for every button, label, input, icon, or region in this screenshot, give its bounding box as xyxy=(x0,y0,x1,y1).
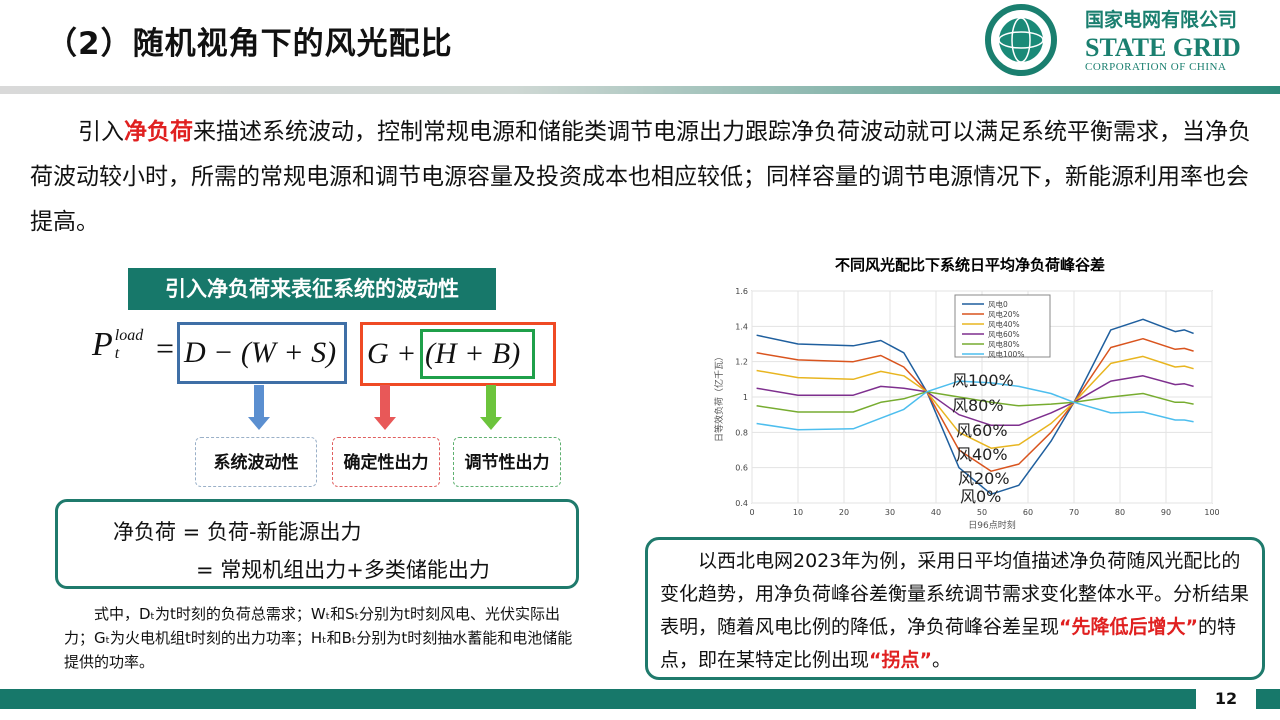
series-annotation: 风40% xyxy=(956,445,1008,464)
chart-title: 不同风光配比下系统日平均净负荷峰谷差 xyxy=(835,256,1105,274)
x-tick-label: 30 xyxy=(885,508,895,517)
legend-label: 风电20% xyxy=(988,309,1020,319)
x-tick-label: 20 xyxy=(839,508,849,517)
section-banner: 引入净负荷来表征系统的波动性 xyxy=(128,268,496,310)
footer-band xyxy=(0,689,1280,709)
intro-text-rest: 来描述系统波动，控制常规电源和储能类调节电源出力跟踪净负荷波动就可以满足系统平衡… xyxy=(30,119,1251,235)
conclusion-box: 以西北电网2023年为例，采用日平均值描述净负荷随风光配比的变化趋势，用净负荷峰… xyxy=(645,537,1265,680)
series-line-1 xyxy=(756,337,1194,472)
x-tick-label: 90 xyxy=(1161,508,1171,517)
formula-g: G xyxy=(367,337,389,370)
legend-label: 风电100% xyxy=(988,349,1024,359)
y-tick-label: 0.6 xyxy=(735,464,748,473)
conclusion-highlight-2: “拐点” xyxy=(869,649,932,671)
formula-sup: load xyxy=(114,327,144,344)
series-annotation: 风100% xyxy=(952,371,1014,390)
net-load-line-1: 净负荷 = 负荷-新能源出力 xyxy=(113,520,362,544)
x-axis-label: 日96点时刻 xyxy=(968,519,1015,531)
arrows xyxy=(248,385,502,430)
x-tick-label: 40 xyxy=(931,508,941,517)
net-load-chart: 不同风光配比下系统日平均净负荷峰谷差 0 10 20 30 40 50 60 70 80 90 10… xyxy=(713,256,1220,531)
y-tick-label: 1.4 xyxy=(735,322,748,331)
down-arrow-icon xyxy=(248,385,270,430)
tag-deterministic-output: 确定性出力 xyxy=(332,437,440,487)
series-line-5 xyxy=(756,380,1194,431)
tag-regulating-output: 调节性出力 xyxy=(453,437,561,487)
logo-sub: CORPORATION OF CHINA xyxy=(1085,61,1226,73)
header-divider xyxy=(0,86,1280,94)
series-annotation: 风80% xyxy=(952,396,1004,415)
series-line-4 xyxy=(756,390,1194,413)
legend-label: 风电60% xyxy=(988,329,1020,339)
down-arrow-icon xyxy=(374,385,396,430)
x-tick-label: 70 xyxy=(1069,508,1079,517)
fluctuation-term-box: D − (W + S) xyxy=(177,322,347,384)
regulating-term-box: (H + B) xyxy=(420,329,535,379)
x-tick-label: 10 xyxy=(793,508,803,517)
formula-eq: = xyxy=(156,330,175,366)
intro-highlight: 净负荷 xyxy=(124,119,193,145)
y-axis-label: 日等效负荷（亿千瓦） xyxy=(713,352,725,442)
net-load-line-2: = 常规机组出力+多类储能出力 xyxy=(196,558,490,582)
conclusion-text: 以西北电网2023年为例，采用日平均值描述净负荷随风光配比的变化趋势，用净负荷峰… xyxy=(660,550,1250,638)
x-tick-label: 80 xyxy=(1115,508,1125,517)
y-tick-label: 1.6 xyxy=(735,287,748,296)
down-arrow-icon xyxy=(480,385,502,430)
legend-label: 风电40% xyxy=(988,319,1020,329)
tag-system-fluctuation: 系统波动性 xyxy=(195,437,317,487)
conclusion-highlight-1: “先降低后增大” xyxy=(1059,616,1198,638)
formula-note-text: 式中，Dₜ为t时刻的负荷总需求；Wₜ和Sₜ分别为t时刻风电、光伏实际出力；Gₜ为… xyxy=(64,605,573,671)
series-line-2 xyxy=(756,355,1194,449)
intro-paragraph: 引入净负荷来描述系统波动，控制常规电源和储能类调节电源出力跟踪净负荷波动就可以满… xyxy=(30,110,1260,245)
formula-sub: t xyxy=(114,345,120,362)
series-annotation: 风0% xyxy=(960,487,1001,506)
legend-label: 风电0 xyxy=(988,299,1008,309)
x-tick-label: 60 xyxy=(1023,508,1033,517)
conclusion-text-3: 。 xyxy=(932,649,952,671)
page-title: （2）随机视角下的风光配比 xyxy=(46,26,453,62)
output-term-box: G + xyxy=(360,322,556,386)
legend xyxy=(954,294,1051,358)
formula-note: 式中，Dₜ为t时刻的负荷总需求；Wₜ和Sₜ分别为t时刻风电、光伏实际出力；Gₜ为… xyxy=(64,602,584,674)
x-tick-label: 100 xyxy=(1204,508,1219,517)
x-tick-label: 50 xyxy=(977,508,987,517)
state-grid-logo: 国家电网有限公司 STATE GRID CORPORATION OF CHINA xyxy=(985,4,1275,76)
legend-label: 风电80% xyxy=(988,339,1020,349)
formula-plus: + xyxy=(396,337,417,370)
conclusion-text-2: 的特点，即在某特定比例出现 xyxy=(660,616,1237,671)
series-line-0 xyxy=(756,318,1194,495)
globe-logo-icon: 国家电网有限公司 STATE GRID CORPORATION OF CHINA xyxy=(985,4,1241,76)
y-tick-label: 1.2 xyxy=(735,358,748,367)
y-tick-label: 0.4 xyxy=(735,499,748,508)
y-tick-label: 1 xyxy=(743,393,748,402)
formula-p: P xyxy=(92,326,113,363)
logo-cn: 国家电网有限公司 xyxy=(1085,8,1237,31)
net-load-definition-box: 净负荷 = 负荷-新能源出力 = 常规机组出力+多类储能出力 xyxy=(55,499,579,589)
y-tick-label: 0.8 xyxy=(735,428,748,437)
series-line-3 xyxy=(756,375,1194,427)
x-tick-label: 0 xyxy=(749,508,754,517)
series-annotation: 风60% xyxy=(956,421,1008,440)
formula-script: load t xyxy=(115,327,143,363)
logo-en: STATE GRID xyxy=(1085,33,1241,62)
intro-text: 引入 xyxy=(78,119,124,145)
series-annotation: 风20% xyxy=(958,469,1010,488)
page-number: 12 xyxy=(1196,684,1256,714)
